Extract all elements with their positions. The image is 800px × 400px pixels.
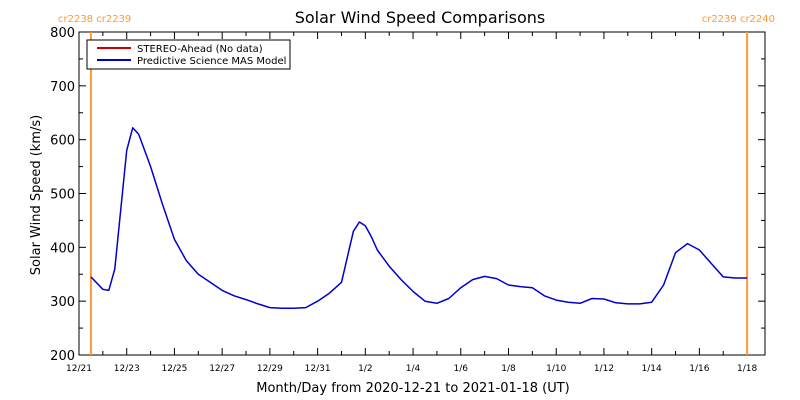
x-tick-label: 1/6 [454,364,469,374]
carrington-markers: cr2238 cr2239 cr2239 cr2240 [58,14,775,355]
y-tick-label: 300 [50,295,75,310]
legend-box [86,39,291,70]
y-tick-label: 700 [50,80,75,95]
y-axis-label: Solar Wind Speed (km/s) [29,115,44,275]
x-ticks: 12/21 12/23 12/25 12/27 12/29 12/31 1/2 1/4 1/6 1… [66,32,757,374]
x-tick-label: 1/8 [501,364,516,374]
y-tick-label: 200 [50,349,75,364]
y-tick-label: 600 [50,134,75,149]
legend: STEREO-Ahead (No data) Predictive Scienc… [86,39,291,70]
x-tick-label: 1/12 [594,364,614,374]
x-tick-label: 1/2 [358,364,372,374]
series-line-mas-model [90,127,748,309]
x-tick-label: 12/25 [161,364,187,374]
legend-label-stereo: STEREO-Ahead (No data) [137,44,263,55]
x-tick-label: 1/10 [546,364,566,374]
y-tick-label: 500 [50,188,75,203]
carrington-marker-label: cr2238 cr2239 [58,14,131,25]
x-tick-label: 12/27 [209,364,235,374]
legend-label-model: Predictive Science MAS Model [137,56,286,67]
x-tick-label: 12/29 [257,364,283,374]
series-group [90,127,748,309]
plot-frame [78,31,766,356]
y-tick-label: 800 [50,26,75,41]
y-ticks: 200 300 400 500 600 700 800 [50,26,765,364]
chart-title: Solar Wind Speed Comparisons [295,8,546,27]
x-tick-label: 1/14 [642,364,662,374]
x-tick-label: 1/16 [689,364,709,374]
x-tick-label: 1/18 [737,364,757,374]
carrington-marker-label: cr2239 cr2240 [702,14,775,25]
x-tick-label: 12/31 [305,364,331,374]
x-tick-label: 12/21 [66,364,92,374]
y-tick-label: 400 [50,241,75,256]
x-tick-label: 12/23 [114,364,140,374]
x-tick-label: 1/4 [406,364,421,374]
x-axis-label: Month/Day from 2020-12-21 to 2021-01-18 … [256,381,569,396]
